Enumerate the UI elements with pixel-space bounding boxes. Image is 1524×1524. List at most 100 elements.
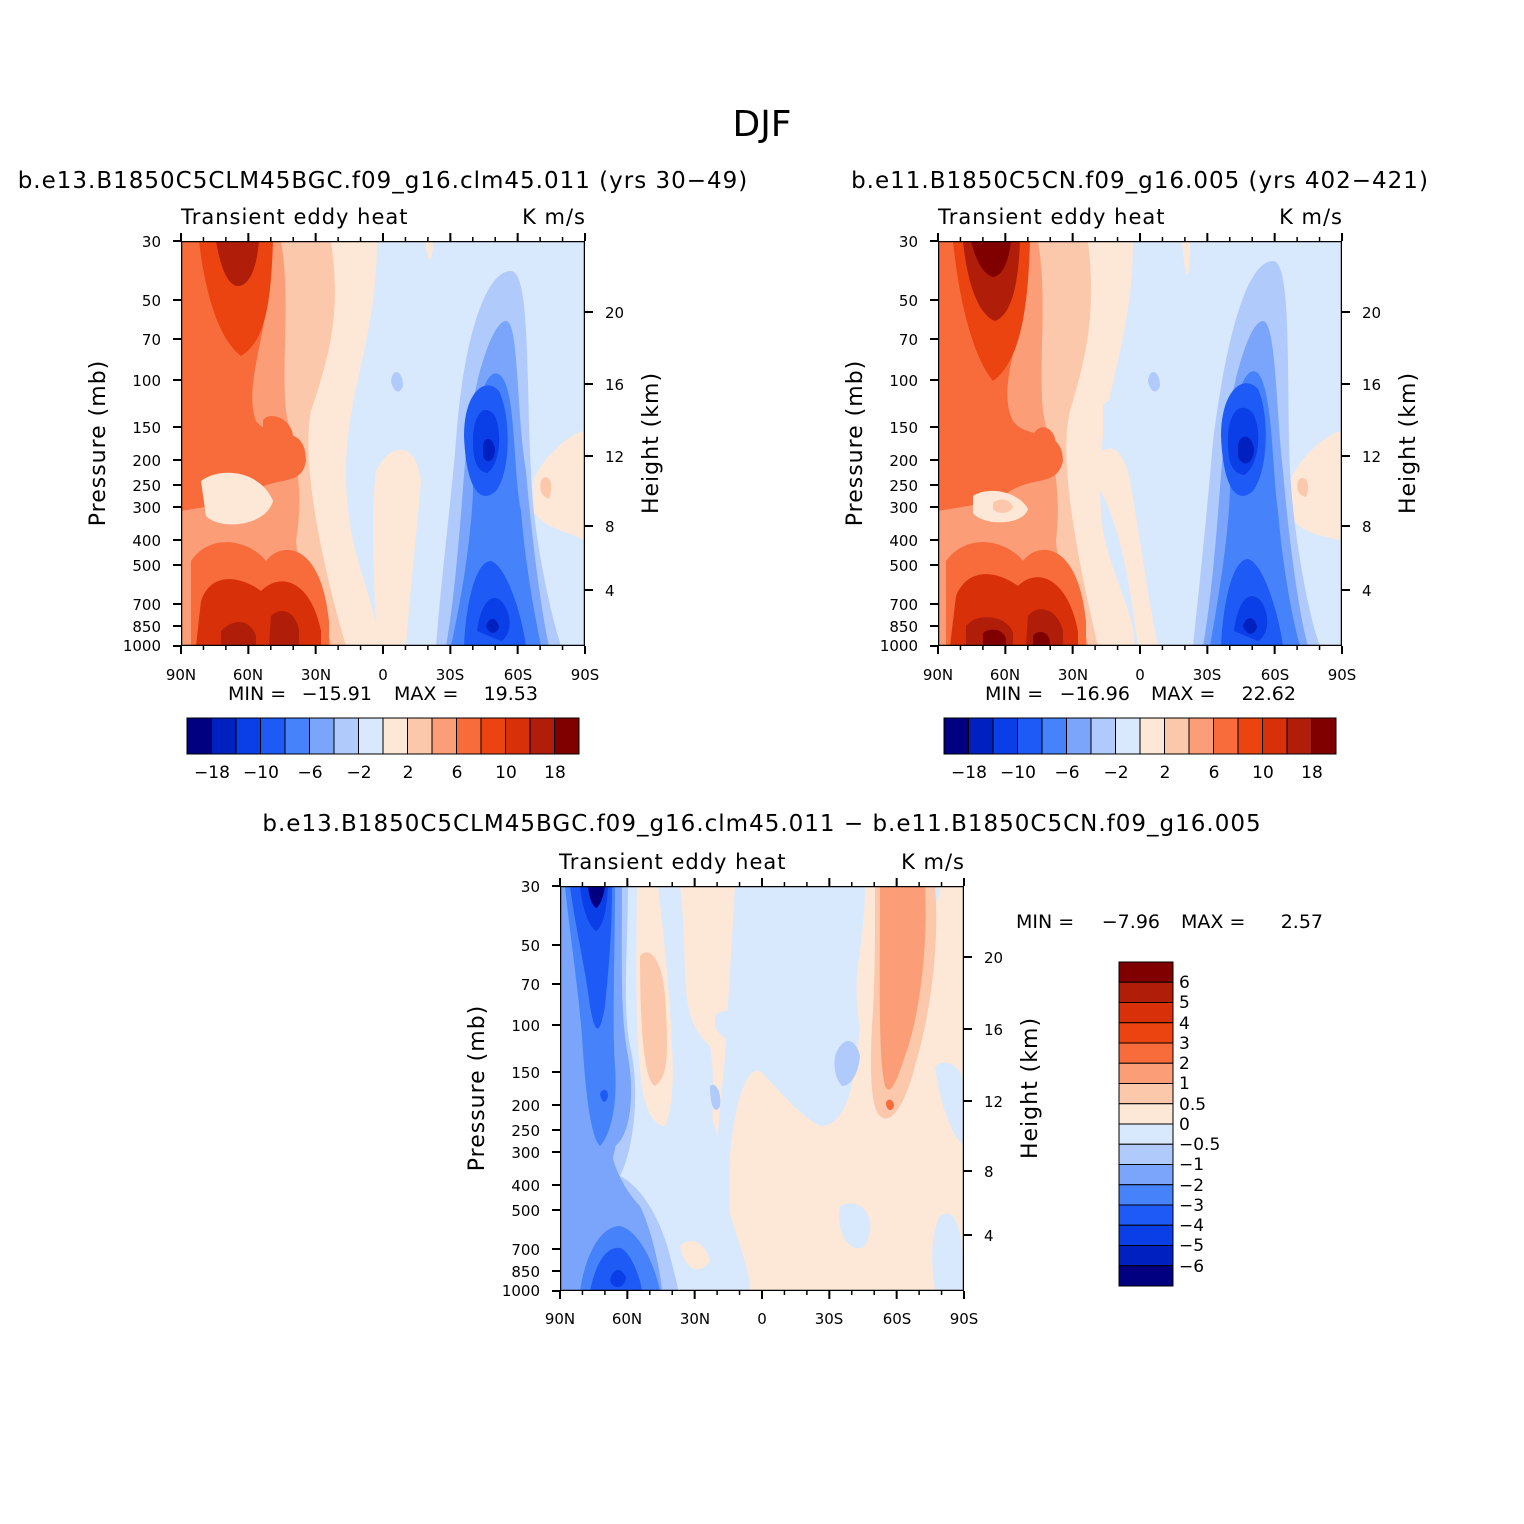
- colorbar-box: [1118, 1083, 1174, 1105]
- y-tick-label: 70: [899, 331, 918, 349]
- y-right-tick-label: 16: [1362, 376, 1381, 394]
- x-tick-label: 30N: [680, 1310, 710, 1328]
- y-tick-label: 30: [142, 233, 161, 251]
- colorbar-label: −18: [951, 763, 987, 783]
- y-tick-label: 50: [142, 292, 161, 310]
- panel-3-title: b.e13.B1850C5CLM45BGC.f09_g16.clm45.011 …: [262, 811, 1261, 837]
- y-tick-label: 150: [132, 419, 161, 437]
- y-tick-label: 150: [511, 1064, 540, 1082]
- panel-1-max: 19.53: [484, 683, 538, 705]
- colorbar-label: −10: [243, 763, 279, 783]
- y-tick-label: 100: [132, 372, 161, 390]
- colorbar-box: [211, 717, 237, 755]
- panel-1-subtitle-left: Transient eddy heat: [180, 205, 408, 229]
- colorbar-label: 18: [544, 763, 566, 783]
- panel-3-plot: [560, 886, 964, 1291]
- panel-2-x-ticks: 90N 60N 30N 0 30S 60S 90S: [923, 666, 1356, 684]
- colorbar-label: −2: [1179, 1176, 1204, 1196]
- colorbar-label: −6: [1054, 763, 1079, 783]
- y-tick-label: 300: [511, 1144, 540, 1162]
- panel-3-axes: 90N 60N 30N 0 30S 60S 90S 30 50 70 100 1…: [465, 878, 1043, 1328]
- panel-2-subtitle-left: Transient eddy heat: [937, 205, 1165, 229]
- y-tick-label: 70: [521, 976, 540, 994]
- colorbar-label: −5: [1179, 1236, 1204, 1256]
- y-tick-label: 850: [889, 618, 918, 636]
- colorbar-label: 1: [1179, 1074, 1190, 1094]
- y-tick-label: 700: [889, 596, 918, 614]
- tick-marks: [173, 233, 1350, 1299]
- y-tick-label: 700: [132, 596, 161, 614]
- y-right-tick-label: 12: [984, 1093, 1003, 1111]
- panel-1-colorbar: −18 −10 −6 −2 2 6 10 18: [186, 717, 580, 783]
- panel-2-y-ticks-right: 20 16 12 8 4: [1362, 304, 1381, 600]
- colorbar-box: [1041, 717, 1067, 755]
- y-right-tick-label: 8: [605, 518, 615, 536]
- colorbar-box: [1066, 717, 1092, 755]
- panel-2-min-label: MIN =: [985, 683, 1043, 705]
- y-tick-label: 50: [899, 292, 918, 310]
- colorbar-label: −3: [1179, 1196, 1204, 1216]
- colorbar-label: 6: [1209, 763, 1220, 783]
- colorbar-label: 6: [452, 763, 463, 783]
- y-tick-label: 300: [132, 499, 161, 517]
- colorbar-box: [1118, 1062, 1174, 1084]
- x-tick-label: 90S: [571, 666, 600, 684]
- x-tick-label: 30N: [1058, 666, 1088, 684]
- colorbar-box: [554, 717, 580, 755]
- colorbar-box: [260, 717, 286, 755]
- colorbar-label: 18: [1301, 763, 1323, 783]
- figure-title: DJF: [732, 104, 791, 145]
- panel-2-min: −16.96: [1060, 683, 1130, 705]
- panel-3-x-ticks: 90N 60N 30N 0 30S 60S 90S: [545, 1310, 978, 1328]
- colorbar-label: 6: [1179, 973, 1190, 993]
- panel-1: b.e13.B1850C5CLM45BGC.f09_g16.clm45.011 …: [18, 168, 749, 783]
- y-tick-label: 250: [132, 477, 161, 495]
- colorbar-box: [1118, 961, 1174, 983]
- panel-2-plot: [938, 241, 1342, 646]
- panel-3-y-ticks: 30 50 70 100 150 200 250 300 400 500 700…: [502, 878, 540, 1300]
- panel-2-y-axis-title: Pressure (mb): [843, 360, 868, 527]
- colorbar-box: [1286, 717, 1312, 755]
- x-tick-label: 90S: [950, 1310, 979, 1328]
- colorbar-box: [1118, 1204, 1174, 1226]
- panel-3-min: −7.96: [1102, 911, 1160, 933]
- colorbar-label: 0.5: [1179, 1095, 1206, 1115]
- panel-1-title: b.e13.B1850C5CLM45BGC.f09_g16.clm45.011 …: [18, 168, 749, 194]
- y-tick-label: 700: [511, 1241, 540, 1259]
- colorbar-label: −2: [346, 763, 371, 783]
- colorbar-label: 2: [403, 763, 414, 783]
- y-tick-label: 1000: [880, 637, 918, 655]
- y-right-tick-label: 4: [1362, 582, 1372, 600]
- colorbar-box: [480, 717, 506, 755]
- colorbar-box: [186, 717, 212, 755]
- x-tick-label: 90N: [166, 666, 196, 684]
- colorbar-box: [1118, 1245, 1174, 1267]
- y-tick-label: 300: [889, 499, 918, 517]
- colorbar-label: −1: [1179, 1155, 1204, 1175]
- x-tick-label: 30S: [436, 666, 465, 684]
- colorbar-box: [382, 717, 408, 755]
- panel-1-y-ticks: 30 50 70 100 150 200 250 300 400 500 700…: [123, 233, 161, 655]
- panel-3-colorbar: 6 5 4 3 2 1 0.5 0 −0.5 −1 −2 −3 −4 −5 −6: [1118, 961, 1220, 1287]
- y-tick-label: 850: [511, 1263, 540, 1281]
- y-right-tick-label: 12: [1362, 448, 1381, 466]
- colorbar-box: [309, 717, 335, 755]
- y-tick-label: 400: [511, 1177, 540, 1195]
- panel-2-y-axis-title-right: Height (km): [1396, 372, 1421, 514]
- y-right-tick-label: 16: [984, 1021, 1003, 1039]
- panel-1-x-ticks: 90N 60N 30N 0 30S 60S 90S: [166, 666, 599, 684]
- x-tick-label: 0: [1135, 666, 1145, 684]
- colorbar-box: [968, 717, 994, 755]
- colorbar-box: [1118, 1164, 1174, 1186]
- panel-3-max-label: MAX =: [1181, 911, 1245, 933]
- y-tick-label: 850: [132, 618, 161, 636]
- colorbar-box: [1118, 1184, 1174, 1206]
- colorbar-box: [431, 717, 457, 755]
- panel-2-axes: 90N 60N 30N 0 30S 60S 90S 30 50 70 100 1…: [843, 233, 1421, 684]
- panel-1-plot: [181, 241, 585, 646]
- colorbar-box: [1139, 717, 1165, 755]
- panel-3-min-label: MIN =: [1016, 911, 1074, 933]
- colorbar-label: −0.5: [1179, 1135, 1220, 1155]
- colorbar-box: [1213, 717, 1239, 755]
